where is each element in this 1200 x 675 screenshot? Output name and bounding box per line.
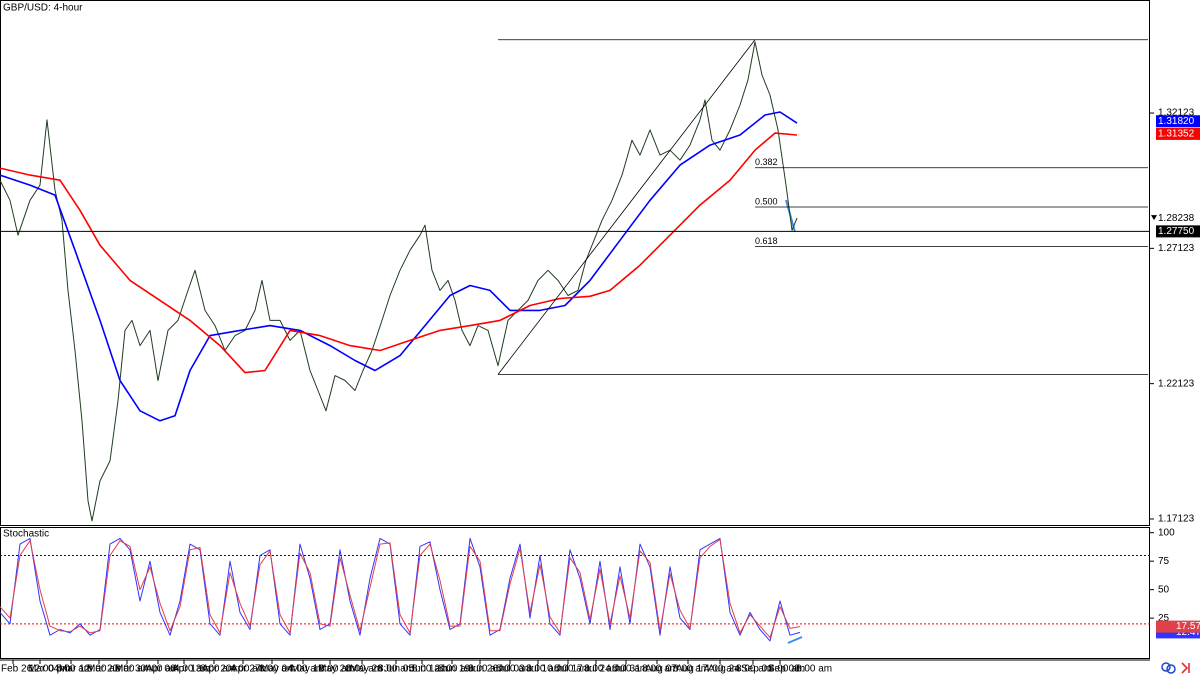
x-tick-time: 8:00 am — [259, 664, 295, 675]
x-tick-time: 8:00 am — [319, 664, 355, 675]
x-tick-time: 8:00 am — [412, 664, 448, 675]
series-line — [0, 132, 798, 374]
series-line — [0, 41, 798, 522]
price-marker-label: 1.28238 — [1158, 213, 1195, 224]
x-tick-time: 4:00 am — [769, 664, 805, 675]
x-tick-label: Jul 17 — [556, 664, 583, 675]
x-tick-label: Jul 24 — [584, 664, 611, 675]
stochastic-pane — [0, 527, 1150, 659]
series-line — [0, 539, 801, 638]
x-tick-label: Aug 24 — [708, 664, 740, 675]
x-tick-time: 8:00 am — [378, 664, 414, 675]
x-tick-time: 4:00 am — [174, 664, 210, 675]
x-tick-time: 8:00 am — [87, 664, 123, 675]
x-tick-label: Mar 30 — [115, 664, 147, 675]
x-tick-time: 4:00 am — [143, 664, 179, 675]
price-marker-arrow — [1151, 215, 1157, 221]
x-tick-label: May 28 — [350, 664, 383, 675]
fib-level-label: 0.382 — [755, 157, 778, 167]
x-tick-time: 8:00 am — [346, 664, 382, 675]
series-line — [0, 537, 801, 642]
x-tick-time: 8:00 am — [438, 664, 474, 675]
x-tick-time: 4:00 am — [288, 664, 324, 675]
x-tick-time: 8:00 am — [496, 664, 532, 675]
fib-trend — [497, 39, 756, 375]
x-tick-time: 8:00 am — [584, 664, 620, 675]
y-tick-label: 100 — [1158, 527, 1175, 538]
x-tick-label: Feb 26 — [1, 664, 33, 675]
x-tick-label: May 12 — [291, 664, 324, 675]
y-tick-label: 50 — [1158, 584, 1170, 595]
x-tick-label: Mar 04 — [28, 664, 60, 675]
toolbar-icons[interactable] — [1161, 662, 1190, 674]
x-tick-label: May 20 — [318, 664, 351, 675]
x-tick-label: Apr 20 — [202, 664, 232, 675]
y-tick-label: 1.22123 — [1158, 378, 1195, 389]
x-tick-time: 12:00 pm — [29, 664, 71, 675]
x-tick-time: 8:00 am — [796, 664, 832, 675]
price-marker-label: 1.31820 — [1158, 116, 1195, 127]
x-tick-label: Mar 12 — [59, 664, 91, 675]
x-tick-time: 8:00 am — [673, 664, 709, 675]
x-tick-time: 4:00 am — [230, 664, 266, 675]
x-tick-label: Mar 20 — [87, 664, 119, 675]
value-marker-box — [1156, 620, 1200, 633]
x-tick-time: 8:00 am — [468, 664, 504, 675]
x-tick-label: Aug 17 — [676, 664, 708, 675]
x-tick-time: 8:00 am — [736, 664, 772, 675]
chart-title: GBP/USD: 4-hour — [3, 3, 83, 14]
pane-title: Stochastic — [3, 529, 49, 540]
y-tick-label: 1.32123 — [1158, 108, 1195, 119]
x-tick-time: 8:00 am — [554, 664, 590, 675]
y-tick-label: 75 — [1158, 556, 1170, 567]
x-tick-time: 8:00 am — [612, 664, 648, 675]
x-tick-label: Jun 05 — [384, 664, 414, 675]
x-tick-time: 8:00 am — [115, 664, 151, 675]
x-tick-label: Sep 08 — [768, 664, 800, 675]
x-tick-label: Jul 03 — [498, 664, 525, 675]
icon[interactable] — [1181, 662, 1190, 674]
x-tick-label: Apr 13 — [172, 664, 202, 675]
x-tick-label: Jun 12 — [410, 664, 440, 675]
fib-level-label: 0.500 — [755, 196, 778, 206]
price-marker-box — [1156, 115, 1200, 128]
x-tick-time: 8:00 am — [526, 664, 562, 675]
price-marker-box — [1156, 225, 1200, 238]
icon[interactable] — [1166, 664, 1176, 674]
x-tick-time: 4:00 am — [704, 664, 740, 675]
series-line — [0, 111, 798, 422]
price-marker-label: 1.31352 — [1158, 129, 1195, 140]
y-tick-label: 25 — [1158, 613, 1170, 624]
x-tick-label: Jul 10 — [526, 664, 553, 675]
price-marker-label: 1.27750 — [1158, 226, 1195, 237]
x-tick-label: Sep 01 — [741, 664, 773, 675]
x-tick-time: 8:00 am — [200, 664, 236, 675]
x-tick-label: Jul 31 — [614, 664, 641, 675]
x-tick-time: 8:00 am — [642, 664, 678, 675]
y-tick-label: 1.17123 — [1158, 514, 1195, 525]
x-tick-label: Aug 07 — [645, 664, 677, 675]
fib-level-label: 0.618 — [755, 236, 778, 246]
x-tick-label: Jun 19 — [440, 664, 470, 675]
divergence-line — [787, 636, 803, 644]
x-tick-label: Jun 26 — [468, 664, 498, 675]
x-tick-label: Apr 06 — [146, 664, 176, 675]
price-marker-box — [1156, 212, 1200, 225]
icon[interactable] — [1161, 662, 1171, 672]
y-tick-label: 1.27123 — [1158, 243, 1195, 254]
value-marker-label: 17.57 — [1176, 621, 1200, 632]
price-marker-box — [1156, 127, 1200, 140]
x-tick-label: Apr 27 — [231, 664, 261, 675]
x-tick-label: May 04 — [260, 664, 293, 675]
x-tick-time: 8:00 am — [56, 664, 92, 675]
main-pane — [0, 0, 1150, 526]
